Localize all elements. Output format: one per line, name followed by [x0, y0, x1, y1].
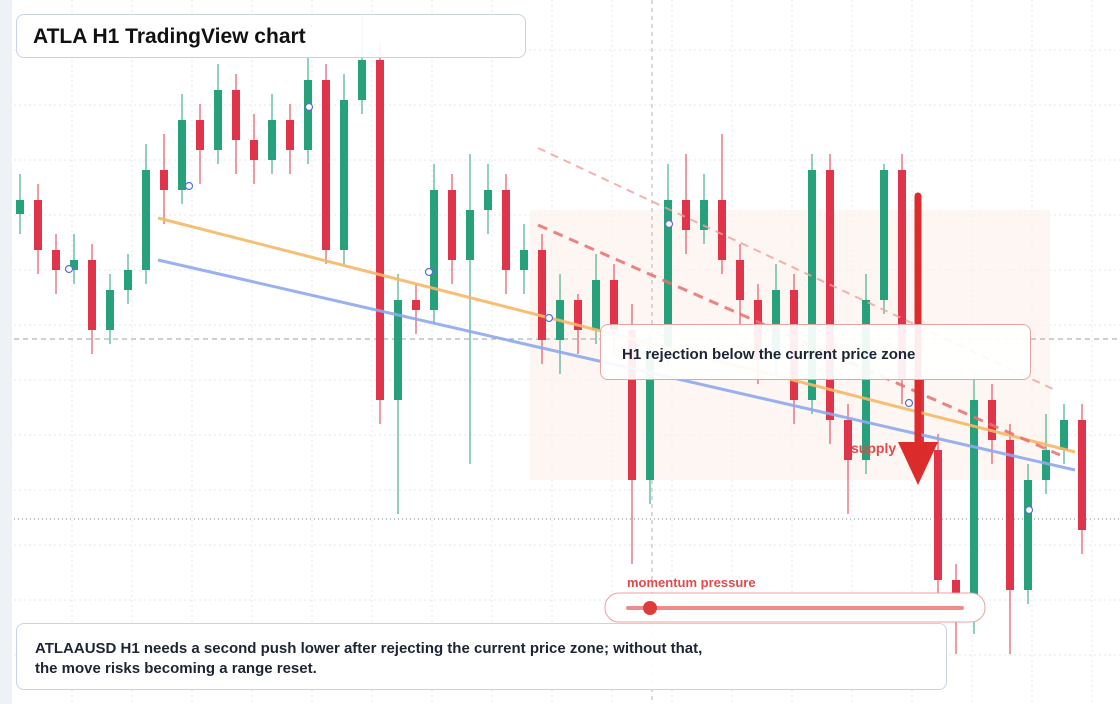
body	[664, 200, 672, 350]
body	[124, 270, 132, 290]
meter-label: momentum pressure	[627, 575, 756, 590]
body	[538, 250, 546, 340]
body	[340, 100, 348, 250]
body	[502, 190, 510, 270]
body	[358, 60, 366, 100]
body	[1024, 480, 1032, 590]
body	[1078, 420, 1086, 530]
body	[376, 60, 384, 400]
body	[1060, 420, 1068, 450]
body	[466, 210, 474, 260]
meter-knob	[643, 601, 657, 615]
resistance-line	[537, 147, 1056, 391]
body	[628, 330, 636, 480]
body	[592, 280, 600, 330]
callout: H1 rejection below the current price zon…	[622, 346, 916, 363]
body	[34, 200, 42, 250]
body	[988, 400, 996, 440]
body	[970, 400, 978, 620]
body	[826, 170, 834, 420]
body	[250, 140, 258, 160]
body	[844, 420, 852, 460]
body	[718, 200, 726, 260]
body	[70, 260, 78, 270]
body	[682, 200, 690, 230]
body	[934, 450, 942, 580]
body	[214, 90, 222, 150]
body	[412, 300, 420, 310]
body	[286, 120, 294, 150]
body	[268, 120, 276, 160]
body	[52, 250, 60, 270]
body	[898, 170, 906, 380]
note-box: ATLAAUSD H1 needs a second push lower af…	[16, 623, 947, 690]
left-edge	[0, 0, 12, 704]
body	[862, 300, 870, 460]
body	[232, 90, 240, 140]
body	[430, 190, 438, 310]
body	[196, 120, 204, 150]
body	[88, 260, 96, 330]
body	[160, 170, 168, 190]
body	[16, 200, 24, 214]
body	[574, 300, 582, 330]
markers	[64, 102, 1034, 515]
body	[1006, 440, 1014, 590]
body	[106, 290, 114, 330]
arrow-head	[898, 442, 938, 485]
body	[322, 80, 330, 250]
candles	[16, 14, 1086, 654]
body	[646, 350, 654, 480]
body	[880, 170, 888, 300]
body	[610, 280, 618, 330]
title-box: ATLA H1 TradingView chart	[16, 14, 526, 58]
body	[808, 170, 816, 400]
body	[178, 120, 186, 190]
body	[700, 200, 708, 230]
callout-box: H1 rejection below the current price zon…	[600, 324, 1031, 380]
body	[304, 80, 312, 150]
body	[520, 250, 528, 270]
body	[394, 300, 402, 400]
chart-title: ATLA H1 TradingView chart	[33, 25, 306, 48]
zone-label: supply	[851, 440, 896, 456]
body	[142, 170, 150, 270]
body	[1042, 450, 1050, 480]
body	[448, 190, 456, 260]
body	[736, 260, 744, 300]
note: ATLAAUSD H1 needs a second push lower af…	[35, 640, 703, 677]
body	[484, 190, 492, 210]
